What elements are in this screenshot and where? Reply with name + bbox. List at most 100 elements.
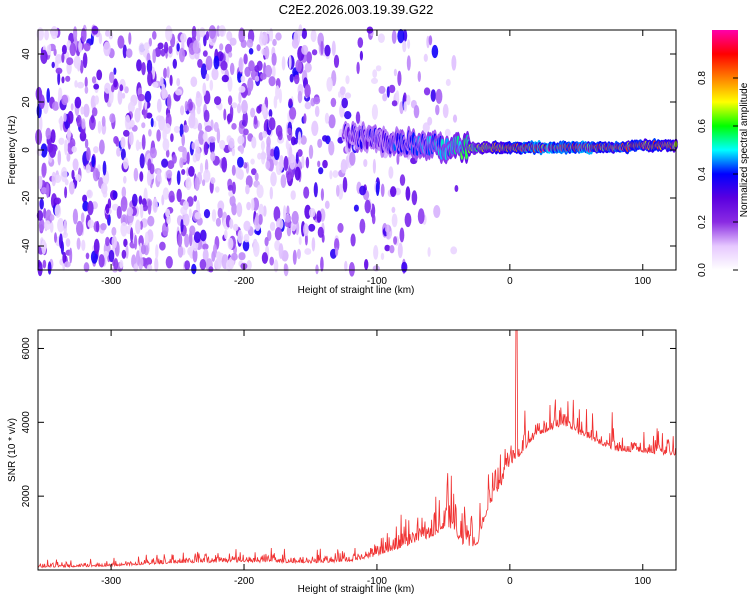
- spectrogram-cell: [176, 43, 180, 52]
- spectrogram-cell: [320, 256, 324, 272]
- spectrogram-cell: [388, 166, 394, 179]
- spectrogram-cell: [229, 218, 234, 229]
- spectrogram-cell: [382, 93, 388, 102]
- spectrogram-cell: [182, 200, 189, 211]
- spectrogram-cell: [231, 181, 236, 195]
- spectrogram-cell: [288, 55, 292, 70]
- spectrogram-cell: [169, 74, 173, 87]
- spectrogram-cell: [38, 218, 45, 232]
- spectrogram-cell: [122, 44, 127, 59]
- spectrogram-cell: [75, 174, 81, 182]
- spectrogram-cell: [264, 64, 273, 78]
- spectrogram-cell: [159, 76, 164, 87]
- spectrogram-cell: [192, 247, 198, 263]
- spectrogram-cell: [371, 104, 378, 120]
- spectrogram-cell: [82, 194, 88, 203]
- spectrogram-cell: [58, 87, 63, 100]
- spectrogram-cell: [388, 84, 396, 94]
- spectrogram-cell: [135, 219, 141, 235]
- spectrogram-cell: [285, 139, 289, 150]
- spectrogram-cell: [313, 96, 321, 105]
- spectrogram-cell: [215, 186, 220, 193]
- spectrogram-cell: [141, 134, 146, 150]
- spectrogram-cell: [144, 231, 149, 246]
- spectrogram-cell: [191, 25, 197, 40]
- spectrogram-cell: [202, 179, 206, 187]
- spectrogram-cell: [348, 262, 355, 277]
- spectrogram-cell: [380, 252, 385, 260]
- spectrogram-cell: [216, 251, 222, 261]
- spectrogram-cell: [147, 70, 153, 87]
- snr-series: [37, 329, 676, 569]
- spectrogram-cell: [326, 77, 333, 92]
- spectrogram-cell: [275, 32, 282, 41]
- spectrogram-cell: [81, 118, 86, 130]
- spectrogram-cell: [294, 166, 301, 181]
- spectrogram-cell: [67, 127, 71, 144]
- x-tick-label: -100: [367, 276, 387, 287]
- spectrogram-cell: [403, 92, 407, 103]
- spectrogram-cell: [140, 244, 147, 255]
- spectrogram-cell: [120, 222, 128, 237]
- spectrogram-cell: [245, 184, 250, 195]
- spectrogram-cell: [123, 175, 127, 184]
- spectrogram-cell: [324, 44, 331, 57]
- figure-title: C2E2.2026.003.19.39.G22: [279, 2, 434, 17]
- spectrogram-cell: [220, 28, 224, 37]
- y-tick-label: -20: [21, 190, 32, 205]
- spectrogram-cell: [210, 177, 216, 184]
- spectrogram-cell: [261, 31, 268, 46]
- spectrogram-cell: [452, 114, 458, 123]
- spectrogram-cell: [214, 96, 222, 106]
- spectrogram-cell: [111, 84, 115, 93]
- x-tick-label: -200: [234, 576, 254, 587]
- spectrogram-cell: [211, 250, 216, 262]
- spectrogram-cell: [297, 90, 303, 104]
- spectrogram-cell: [191, 263, 197, 275]
- spectrogram-cell: [94, 95, 99, 105]
- spectrogram-cell: [109, 71, 115, 84]
- spectrogram-cell: [274, 227, 282, 241]
- spectrogram-cell: [243, 53, 248, 65]
- spectrogram-cell: [213, 55, 220, 70]
- spectrogram-cell: [335, 247, 339, 257]
- spectrogram-cell: [356, 61, 360, 75]
- spectrogram-cell: [193, 231, 201, 243]
- spectrogram-cell: [301, 28, 307, 40]
- spectrogram-cell: [74, 96, 82, 109]
- spectrogram-cell: [391, 206, 396, 213]
- spectrogram-cell: [123, 157, 129, 170]
- spectrogram-cell: [113, 67, 117, 75]
- spectrogram-cell: [91, 76, 97, 84]
- spectrogram-cell: [359, 50, 363, 61]
- spectrogram-cell: [295, 59, 303, 73]
- spectrogram-cell: [423, 87, 431, 96]
- spectrogram-cell: [144, 90, 152, 103]
- spectrogram-cell: [121, 92, 126, 99]
- spectrogram-cell: [203, 209, 211, 219]
- spectrogram-cell: [233, 223, 239, 231]
- spectrogram-cell: [51, 61, 55, 69]
- spectrogram-cell: [229, 195, 236, 207]
- spectrogram-cell: [180, 105, 185, 116]
- spectrogram-cell: [261, 252, 268, 264]
- spectrogram-cell: [113, 258, 119, 271]
- spectrogram-cell: [163, 67, 168, 79]
- spectrogram-cell: [102, 160, 107, 176]
- spectrogram-cell: [203, 34, 207, 47]
- spectrogram-cell: [152, 198, 158, 213]
- spectrogram-cell: [69, 247, 73, 264]
- spectrogram-cell: [196, 105, 201, 115]
- snr-x-ticks: -300 -200 -100 0 100: [101, 330, 652, 587]
- x-tick-label: 0: [507, 276, 513, 287]
- spectrogram-cell: [304, 84, 311, 98]
- spectrogram-cell: [308, 207, 316, 218]
- spectrogram-cell: [85, 164, 91, 174]
- spectrogram-cell: [183, 213, 190, 227]
- spectrogram-cell: [72, 208, 78, 225]
- spectrogram-cell: [188, 181, 192, 188]
- spectrogram-cell: [52, 101, 60, 111]
- spectrogram-cell: [271, 65, 276, 78]
- spectrogram-cell: [163, 41, 169, 54]
